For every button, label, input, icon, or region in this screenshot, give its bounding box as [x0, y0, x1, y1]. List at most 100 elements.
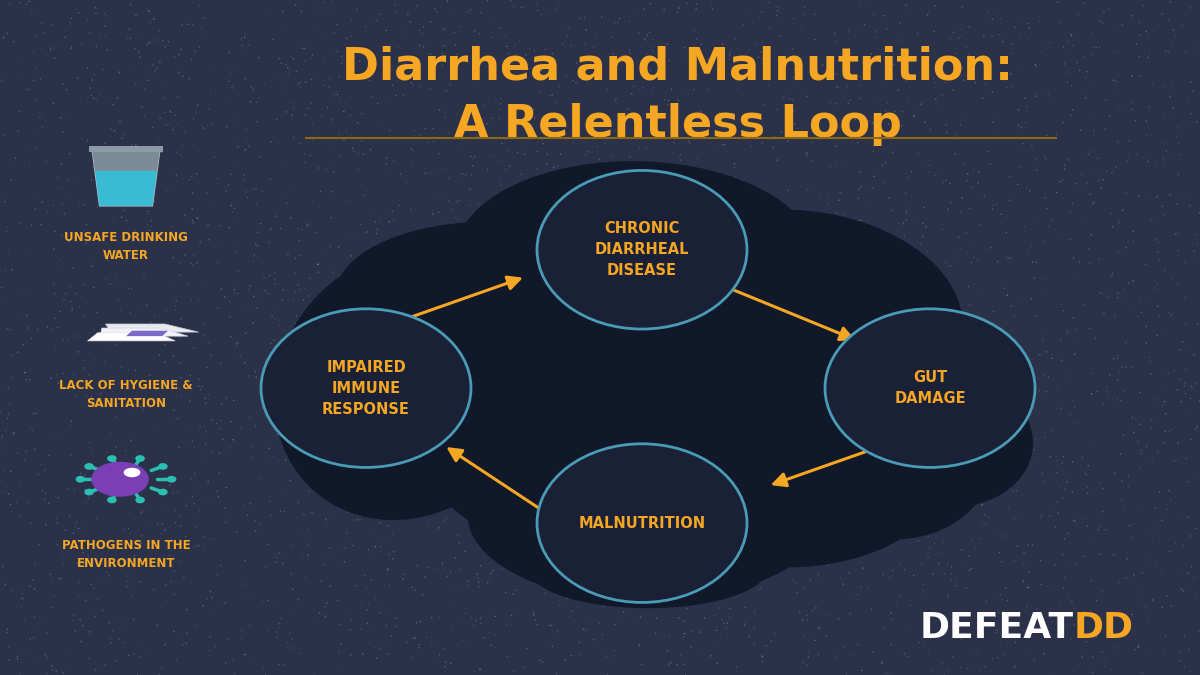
- Point: [528, 541, 547, 552]
- Point: [1081, 437, 1100, 448]
- Point: [343, 143, 362, 154]
- Point: [350, 219, 370, 230]
- Point: [121, 435, 140, 446]
- Point: [822, 435, 841, 446]
- Point: [1187, 230, 1200, 240]
- Point: [541, 620, 560, 631]
- Point: [98, 11, 118, 22]
- Point: [295, 157, 314, 168]
- Point: [216, 657, 235, 668]
- Point: [538, 148, 557, 159]
- Point: [1022, 241, 1042, 252]
- Point: [868, 128, 887, 139]
- Point: [488, 505, 508, 516]
- Point: [1180, 362, 1199, 373]
- Point: [290, 316, 310, 327]
- Point: [167, 296, 186, 306]
- Point: [875, 431, 894, 442]
- Point: [952, 24, 971, 34]
- Point: [185, 46, 204, 57]
- Point: [1138, 52, 1157, 63]
- Point: [282, 568, 301, 579]
- Point: [96, 273, 115, 284]
- Point: [428, 564, 448, 574]
- Point: [709, 310, 728, 321]
- Point: [0, 325, 19, 335]
- Point: [256, 670, 275, 675]
- Point: [1009, 105, 1028, 115]
- Point: [535, 529, 554, 540]
- Point: [697, 569, 716, 580]
- Point: [1112, 476, 1132, 487]
- Point: [578, 182, 598, 192]
- Polygon shape: [126, 331, 168, 336]
- Point: [391, 410, 410, 421]
- Point: [386, 90, 406, 101]
- Point: [904, 452, 923, 463]
- Point: [20, 580, 40, 591]
- Point: [1159, 307, 1178, 318]
- Point: [487, 374, 506, 385]
- Point: [876, 243, 895, 254]
- Point: [1, 466, 20, 477]
- Point: [808, 433, 827, 443]
- Point: [994, 74, 1013, 85]
- Point: [930, 567, 949, 578]
- Point: [854, 247, 874, 258]
- Point: [960, 49, 979, 60]
- Point: [1073, 651, 1092, 662]
- Point: [755, 412, 774, 423]
- Point: [716, 622, 736, 633]
- Point: [80, 437, 100, 448]
- Point: [798, 148, 817, 159]
- Point: [223, 161, 242, 171]
- Point: [385, 418, 404, 429]
- Point: [286, 287, 305, 298]
- Point: [1158, 150, 1177, 161]
- Point: [1157, 46, 1176, 57]
- Point: [185, 468, 204, 479]
- Point: [792, 520, 811, 531]
- Point: [829, 82, 848, 92]
- Point: [114, 524, 133, 535]
- Point: [50, 306, 70, 317]
- Point: [955, 555, 974, 566]
- Point: [1110, 20, 1129, 30]
- Point: [353, 649, 372, 659]
- Point: [748, 38, 767, 49]
- Point: [932, 224, 952, 235]
- Point: [110, 116, 130, 127]
- Point: [947, 132, 966, 142]
- Point: [925, 333, 944, 344]
- Point: [782, 300, 802, 310]
- Point: [989, 652, 1008, 663]
- Point: [970, 533, 989, 544]
- Point: [983, 358, 1002, 369]
- Point: [563, 163, 582, 173]
- Point: [841, 386, 860, 397]
- Point: [638, 68, 658, 79]
- Point: [478, 456, 497, 467]
- Point: [666, 131, 685, 142]
- Point: [182, 491, 202, 502]
- Point: [1040, 451, 1060, 462]
- Point: [298, 103, 317, 114]
- Point: [814, 215, 833, 226]
- Point: [492, 138, 511, 148]
- Point: [102, 637, 121, 648]
- Point: [194, 458, 214, 469]
- Point: [760, 516, 779, 527]
- Point: [433, 456, 452, 466]
- Point: [842, 382, 862, 393]
- Point: [431, 193, 450, 204]
- Point: [883, 418, 902, 429]
- Point: [337, 32, 356, 43]
- Point: [65, 369, 84, 380]
- Point: [394, 416, 413, 427]
- Point: [798, 91, 817, 102]
- Point: [898, 340, 917, 350]
- Point: [1084, 129, 1103, 140]
- Point: [805, 635, 824, 646]
- Point: [20, 375, 40, 385]
- Point: [852, 57, 871, 68]
